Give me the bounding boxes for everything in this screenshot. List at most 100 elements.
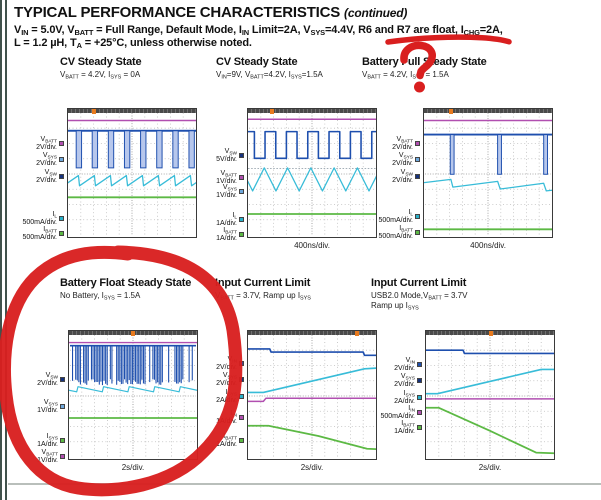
channel-marker-icon bbox=[239, 415, 244, 420]
scope-waveforms bbox=[426, 334, 555, 458]
channel-label-text: IBATT 1A/div. bbox=[394, 420, 415, 435]
annotation-question-mark bbox=[400, 41, 436, 93]
channel-label: VSYS 2V/div. bbox=[36, 152, 64, 167]
scope-screen bbox=[425, 330, 555, 460]
plot-title: Input Current Limit bbox=[371, 277, 467, 289]
channel-label-text: VSW 2V/div. bbox=[36, 169, 57, 184]
channel-label-text: VBATT 2V/div. bbox=[392, 136, 413, 151]
plot-subtitle: VIN=9V, VBATT=4.2V, ISYS=1.5A bbox=[216, 70, 323, 81]
scope-waveforms bbox=[228, 112, 416, 236]
trigger-marker-icon bbox=[131, 331, 135, 336]
channel-label: VBATT 1V/div. bbox=[216, 170, 244, 185]
channel-label: VSW 2V/div. bbox=[37, 372, 65, 387]
channel-label-text: VSYS 2V/div. bbox=[36, 152, 57, 167]
page-border-inner bbox=[5, 0, 7, 500]
channel-marker-icon bbox=[59, 231, 64, 236]
channel-label: VSYS 2V/div. bbox=[392, 152, 420, 167]
channel-marker-icon bbox=[59, 174, 64, 179]
channel-marker-icon bbox=[239, 189, 244, 194]
channel-label: IL 500mA/div. bbox=[378, 209, 420, 224]
channel-label-text: IBATT 1A/div. bbox=[216, 433, 237, 448]
time-per-div-label: 2s/div. bbox=[121, 463, 145, 472]
trigger-marker-icon bbox=[354, 331, 359, 336]
scope-tick-bar bbox=[248, 109, 376, 113]
plot-subtitle: VBATT = 4.2V, ISYS = 0A bbox=[60, 70, 141, 81]
channel-label: IBATT 1A/div. bbox=[394, 420, 422, 435]
scope-waveforms bbox=[248, 334, 377, 458]
plot-subtitle-line2: Ramp up ISYS bbox=[371, 301, 419, 312]
plot-title: Battery Float Steady State bbox=[60, 277, 192, 289]
channel-label-text: VIN 2V/div. bbox=[216, 356, 237, 371]
channel-label-text: VSYS 2V/div. bbox=[216, 372, 237, 387]
trigger-marker-icon bbox=[91, 109, 96, 114]
plot-subtitle: VBATT = 4.2V, ISYS = 1.5A bbox=[362, 70, 449, 81]
channel-label-text: ISYS 2A/div. bbox=[394, 390, 415, 405]
scope-tick-bar bbox=[68, 109, 196, 113]
trigger-marker-icon bbox=[448, 109, 453, 114]
channel-marker-icon bbox=[417, 395, 422, 400]
channel-label: VBATT 2V/div. bbox=[392, 136, 420, 151]
channel-marker-icon bbox=[415, 230, 420, 235]
channel-label-text: VSW 2V/div. bbox=[392, 169, 413, 184]
channel-label-text: VSYS 1V/div. bbox=[216, 184, 237, 199]
plot-subtitle: No Battery, ISYS = 1.5A bbox=[60, 291, 141, 302]
page-border-outer bbox=[0, 0, 2, 500]
scope-tick-bar bbox=[248, 331, 376, 335]
channel-label: IIN 1A/div. bbox=[216, 410, 244, 425]
channel-label-text: IL 1A/div. bbox=[216, 212, 237, 227]
channel-label-text: ISYS 2A/div. bbox=[216, 389, 237, 404]
channel-label-text: IBATT 1A/div. bbox=[216, 227, 237, 242]
channel-marker-icon bbox=[417, 425, 422, 430]
plot-subtitle: VBATT = 3.7V, Ramp up ISYS bbox=[215, 291, 311, 302]
channel-label-text: VSW 2V/div. bbox=[37, 372, 58, 387]
channel-marker-icon bbox=[415, 174, 420, 179]
channel-label-text: VIN 2V/div. bbox=[394, 357, 415, 372]
channel-label-text: VBATT 2V/div. bbox=[36, 136, 57, 151]
channel-label-text: IL 500mA/div. bbox=[22, 211, 58, 226]
channel-marker-icon bbox=[60, 454, 65, 459]
channel-marker-icon bbox=[239, 377, 244, 382]
channel-label-text: VBATT 1V/div. bbox=[37, 449, 58, 464]
channel-marker-icon bbox=[417, 378, 422, 383]
channel-label-text: IBATT 500mA/div. bbox=[378, 225, 414, 240]
scope-waveforms bbox=[63, 112, 225, 236]
channel-label-text: VSYS 2V/div. bbox=[392, 152, 413, 167]
channel-label: VSYS 1V/div. bbox=[216, 184, 244, 199]
scope-tick-bar bbox=[424, 109, 552, 113]
channel-marker-icon bbox=[239, 153, 244, 158]
time-per-div-label: 400ns/div. bbox=[294, 241, 330, 250]
scope-waveforms bbox=[423, 112, 553, 236]
channel-label: IL 1A/div. bbox=[216, 212, 244, 227]
channel-label: IL 500mA/div. bbox=[22, 211, 64, 226]
channel-label: IBATT 1A/div. bbox=[216, 227, 244, 242]
channel-label-text: IL 500mA/div. bbox=[378, 209, 414, 224]
channel-label: VSW 2V/div. bbox=[36, 169, 64, 184]
channel-label: VIN 2V/div. bbox=[394, 357, 422, 372]
channel-marker-icon bbox=[417, 362, 422, 367]
scope-screen bbox=[423, 108, 553, 238]
scope-screen bbox=[247, 330, 377, 460]
channel-marker-icon bbox=[59, 141, 64, 146]
channel-marker-icon bbox=[415, 214, 420, 219]
channel-marker-icon bbox=[415, 141, 420, 146]
channel-marker-icon bbox=[239, 217, 244, 222]
channel-label: ISYS 2A/div. bbox=[216, 389, 244, 404]
channel-label: IIN 500mA/div. bbox=[381, 405, 422, 420]
channel-label: VBATT 2V/div. bbox=[36, 136, 64, 151]
channel-marker-icon bbox=[239, 361, 244, 366]
plot-title: Input Current Limit bbox=[215, 277, 311, 289]
channel-label-text: VSYS 1V/div. bbox=[37, 399, 58, 414]
plot-title: Battery Full Steady State bbox=[362, 56, 487, 68]
annotation-underline bbox=[385, 34, 512, 45]
trigger-marker-icon bbox=[270, 109, 275, 114]
time-per-div-label: 2s/div. bbox=[478, 463, 502, 472]
plot-title: CV Steady State bbox=[216, 56, 298, 68]
time-per-div-label: 2s/div. bbox=[300, 463, 324, 472]
scope-screen bbox=[52, 330, 233, 460]
trigger-marker-icon bbox=[489, 331, 494, 336]
channel-marker-icon bbox=[239, 175, 244, 180]
channel-label: VSYS 1V/div. bbox=[37, 399, 65, 414]
bottom-divider bbox=[8, 483, 601, 485]
channel-label: VBATT 1V/div. bbox=[37, 449, 65, 464]
